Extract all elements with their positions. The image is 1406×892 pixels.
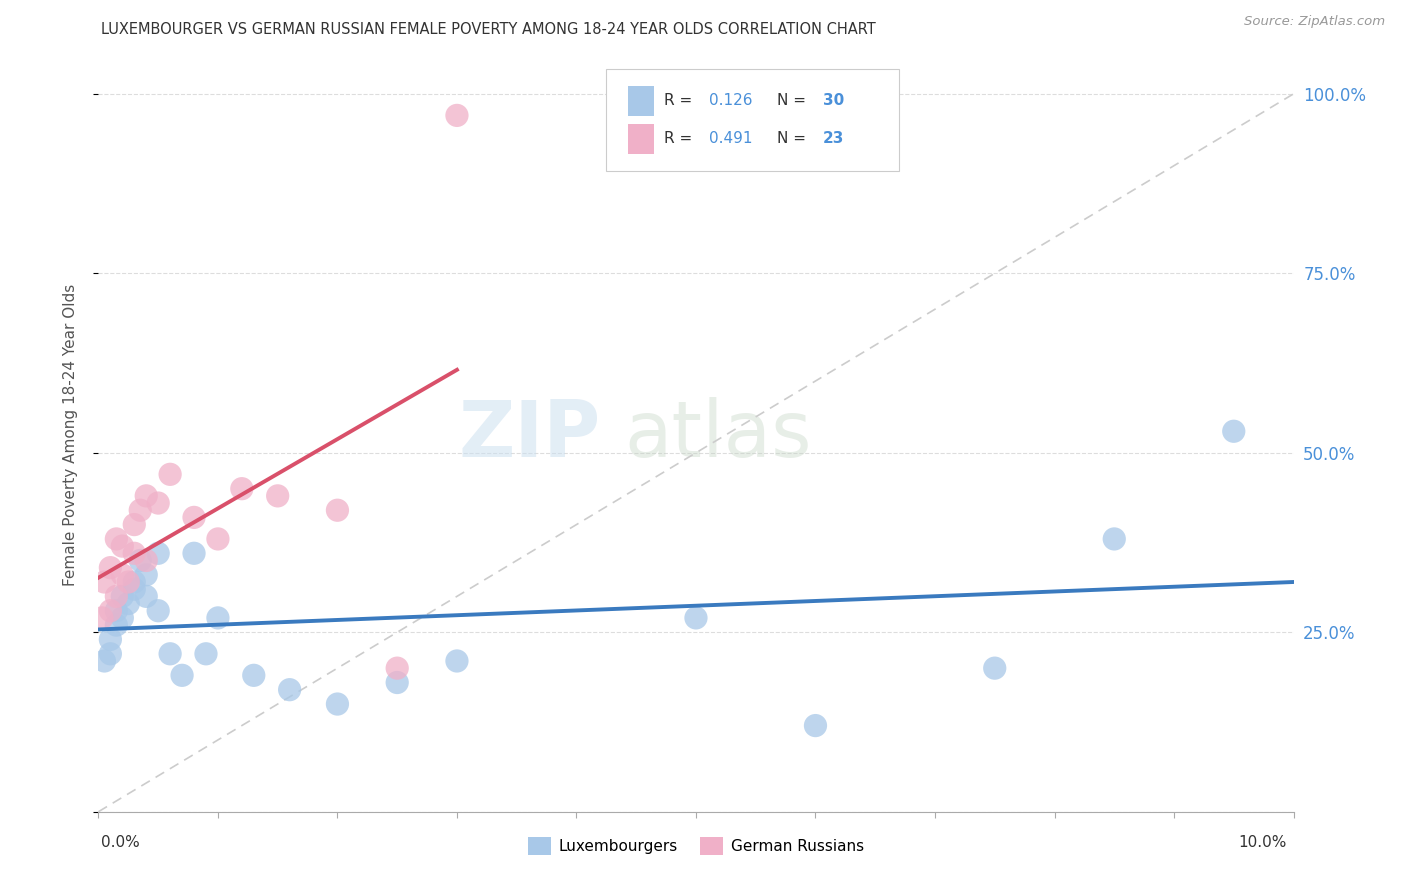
Text: Source: ZipAtlas.com: Source: ZipAtlas.com [1244,15,1385,29]
Point [172,668,194,682]
Point [105,590,128,604]
Point [105,604,128,618]
Text: R =: R = [664,94,697,109]
Point [117,574,139,589]
Point [326,697,349,711]
Text: 0.0%: 0.0% [101,836,141,850]
Point [98,604,122,618]
Point [124,582,146,597]
Point [267,489,290,503]
Text: 30: 30 [823,94,844,109]
Point [446,108,468,122]
Point [129,503,152,517]
Point [243,668,266,682]
Text: N =: N = [778,131,811,146]
Point [98,632,122,647]
Point [105,532,128,546]
Point [91,611,114,625]
Point [98,647,122,661]
Point [135,567,157,582]
Point [148,546,170,560]
Point [231,482,253,496]
Point [685,611,707,625]
Point [183,510,205,524]
Legend: Luxembourgers, German Russians: Luxembourgers, German Russians [522,830,870,861]
Point [148,496,170,510]
Point [1223,424,1246,438]
Text: R =: R = [664,131,697,146]
Point [111,567,134,582]
Text: 0.126: 0.126 [709,94,752,109]
Point [124,574,146,589]
Point [98,560,122,574]
Point [124,517,146,532]
Point [195,647,218,661]
Text: LUXEMBOURGER VS GERMAN RUSSIAN FEMALE POVERTY AMONG 18-24 YEAR OLDS CORRELATION : LUXEMBOURGER VS GERMAN RUSSIAN FEMALE PO… [101,22,876,37]
Point [207,532,229,546]
FancyBboxPatch shape [628,86,654,116]
Point [159,467,181,482]
Y-axis label: Female Poverty Among 18-24 Year Olds: Female Poverty Among 18-24 Year Olds [63,284,77,586]
Point [111,539,134,553]
Point [111,611,134,625]
Point [326,503,349,517]
Point [278,682,301,697]
Point [93,574,115,589]
Point [385,675,409,690]
Point [207,611,229,625]
Text: 10.0%: 10.0% [1239,836,1286,850]
Point [385,661,409,675]
Point [117,597,139,611]
Point [135,489,157,503]
Point [446,654,468,668]
Point [183,546,205,560]
Text: N =: N = [778,94,811,109]
Point [105,618,128,632]
Point [135,553,157,567]
Point [129,553,152,567]
Point [804,718,827,732]
Point [111,590,134,604]
FancyBboxPatch shape [606,70,900,171]
FancyBboxPatch shape [628,124,654,153]
Text: 23: 23 [823,131,844,146]
Point [124,546,146,560]
Text: 0.491: 0.491 [709,131,752,146]
Point [159,647,181,661]
Point [93,654,115,668]
Point [148,604,170,618]
Text: atlas: atlas [624,397,811,473]
Text: ZIP: ZIP [458,397,600,473]
Point [135,590,157,604]
Point [984,661,1007,675]
Point [1104,532,1126,546]
